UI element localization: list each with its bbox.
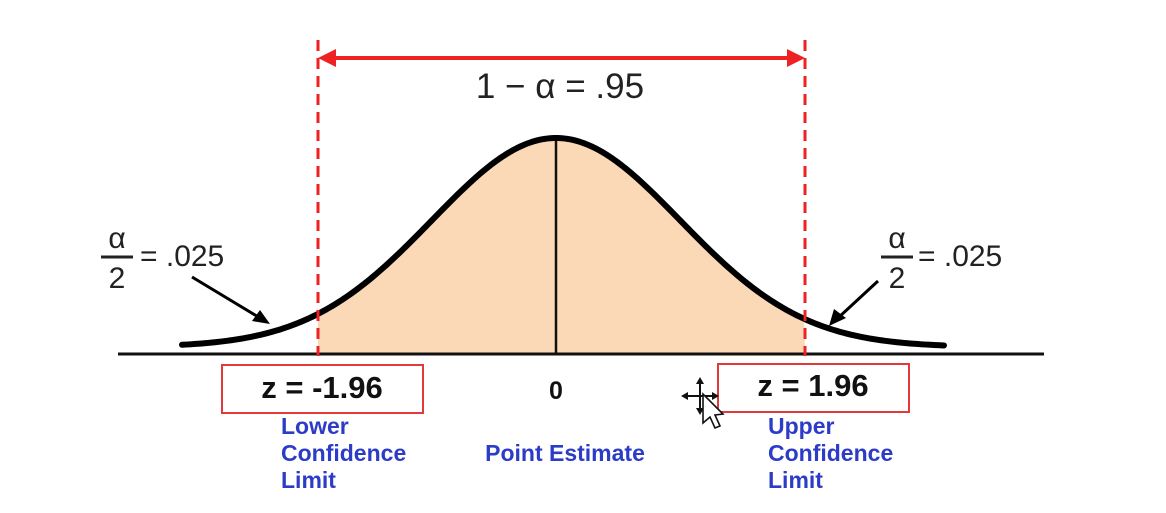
right-alpha: α xyxy=(888,222,905,255)
upper-limit-line-2: Confidence xyxy=(768,440,893,466)
left-two: 2 xyxy=(109,262,126,295)
lower-limit-line-2: Confidence xyxy=(281,440,406,466)
confidence-span-arrow xyxy=(318,49,805,67)
upper-limit-line-3: Limit xyxy=(768,467,823,493)
move-cursor-icon xyxy=(681,377,725,430)
bell-curve xyxy=(179,134,947,349)
confidence-label: 1 − α = .95 xyxy=(476,67,644,106)
right-two: 2 xyxy=(889,262,906,295)
left-alpha: α xyxy=(108,222,125,255)
right-tail-fraction: α 2 = .025 xyxy=(881,222,1002,295)
center-zero-label: 0 xyxy=(549,377,563,405)
lower-z-box: z = -1.96 xyxy=(221,364,424,414)
right-tail-arrow xyxy=(829,279,880,326)
upper-z-value: z = 1.96 xyxy=(757,368,868,403)
upper-z-box: z = 1.96 xyxy=(717,363,910,413)
left-tail-arrow xyxy=(191,275,270,324)
central-area-fill xyxy=(318,138,805,354)
lower-limit-line-1: Lower xyxy=(281,413,349,439)
upper-limit-line-1: Upper xyxy=(768,413,835,439)
point-estimate-label: Point Estimate xyxy=(485,440,645,466)
lower-z-value: z = -1.96 xyxy=(261,370,383,405)
lower-limit-line-3: Limit xyxy=(281,467,336,493)
left-tail-value: = .025 xyxy=(140,240,224,273)
left-tail-fraction: α 2 = .025 xyxy=(101,222,224,295)
lower-confidence-limit-label: Lower Confidence Limit xyxy=(281,413,406,493)
upper-confidence-limit-label: Upper Confidence Limit xyxy=(768,413,893,493)
right-tail-value: = .025 xyxy=(918,240,1002,273)
